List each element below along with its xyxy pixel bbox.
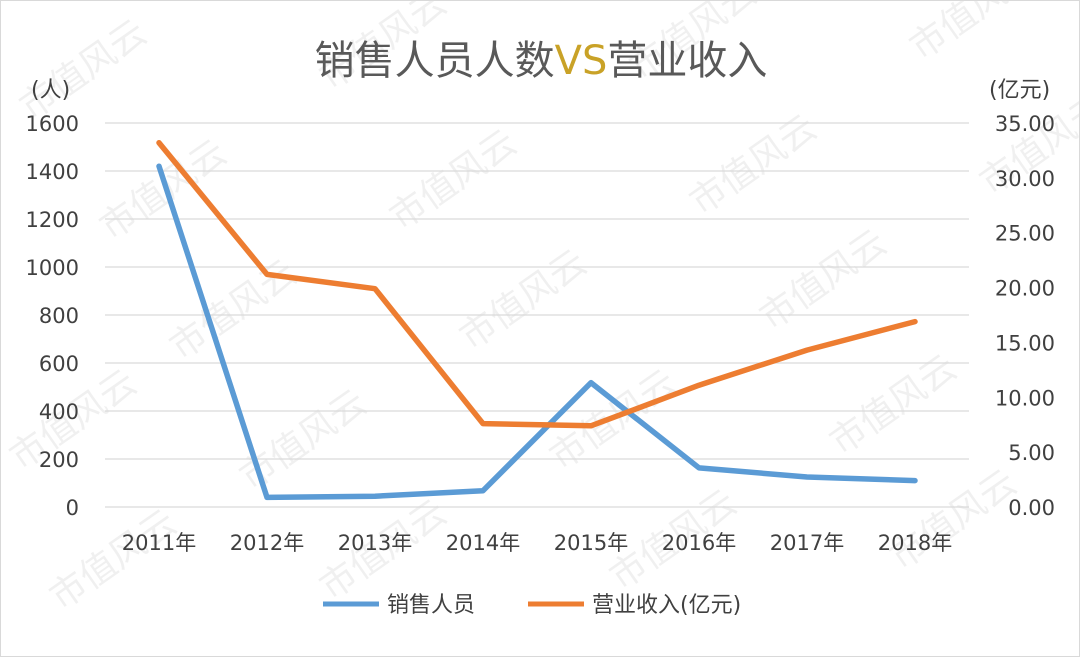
watermark-text: 市值风云 xyxy=(43,502,184,618)
right-axis-ticks: 0.00 5.00 10.00 15.00 20.00 25.00 30.00 35.00 xyxy=(995,112,1055,520)
legend-item-revenue[interactable]: 营业收入(亿元) xyxy=(528,593,741,618)
left-tick-label: 1400 xyxy=(26,160,79,184)
right-tick-label: 35.00 xyxy=(995,112,1055,136)
x-tick-label: 2015年 xyxy=(554,531,628,555)
watermark-text: 市值风云 xyxy=(13,12,154,128)
x-tick-label: 2017年 xyxy=(770,531,844,555)
watermark-text: 市值风云 xyxy=(453,242,594,358)
chart-title-part1: 销售人员人数 xyxy=(315,38,555,84)
legend-label-revenue: 营业收入(亿元) xyxy=(592,593,741,618)
series-lines xyxy=(156,139,918,501)
right-tick-label: 15.00 xyxy=(995,331,1055,355)
left-axis-ticks: 0 200 400 600 800 1000 1200 1400 1600 xyxy=(26,112,79,520)
right-tick-label: 25.00 xyxy=(995,222,1055,246)
gridlines xyxy=(105,122,969,508)
left-tick-label: 200 xyxy=(39,448,79,472)
left-tick-label: 1200 xyxy=(26,208,79,232)
x-tick-label: 2016年 xyxy=(662,531,736,555)
watermark-text: 市值风云 xyxy=(163,252,304,368)
legend-item-sales-staff[interactable]: 销售人员 xyxy=(323,593,475,618)
series-line-0 xyxy=(156,163,918,501)
left-tick-label: 800 xyxy=(39,304,79,328)
watermark-text: 市值风云 xyxy=(823,347,964,463)
x-tick-label: 2014年 xyxy=(446,531,520,555)
left-tick-label: 600 xyxy=(39,352,79,376)
left-axis-unit: (人) xyxy=(31,78,70,103)
x-axis-ticks: 2011年 2012年 2013年 2014年 2015年 2016年 2017年 2018年 xyxy=(122,531,952,555)
legend: 销售人员 营业收入(亿元) xyxy=(323,593,741,618)
chart-title: 销售人员人数VS营业收入 xyxy=(315,38,768,84)
right-axis-unit: (亿元) xyxy=(989,78,1050,103)
x-tick-label: 2018年 xyxy=(878,531,952,555)
right-tick-label: 5.00 xyxy=(1008,441,1055,465)
x-tick-label: 2013年 xyxy=(338,531,412,555)
chart-title-vs: VS xyxy=(555,38,608,84)
legend-label-sales-staff: 销售人员 xyxy=(387,593,475,618)
left-tick-label: 1000 xyxy=(26,256,79,280)
left-tick-label: 1600 xyxy=(26,112,79,136)
series-line-1 xyxy=(156,139,918,429)
chart-title-part3: 营业收入 xyxy=(607,38,767,84)
right-tick-label: 30.00 xyxy=(995,167,1055,191)
left-tick-label: 400 xyxy=(39,400,79,424)
x-tick-label: 2012年 xyxy=(230,531,304,555)
watermark-text: 市值风云 xyxy=(233,382,374,498)
x-tick-label: 2011年 xyxy=(122,531,196,555)
watermark-text: 市值风云 xyxy=(753,222,894,338)
left-tick-label: 0 xyxy=(66,496,79,520)
watermark-text: 市值风云 xyxy=(903,1,1044,68)
right-tick-label: 10.00 xyxy=(995,386,1055,410)
watermark-text: 市值风云 xyxy=(683,107,824,223)
right-tick-label: 0.00 xyxy=(1008,496,1055,520)
right-tick-label: 20.00 xyxy=(995,277,1055,301)
watermark-text: 市值风云 xyxy=(383,122,524,238)
